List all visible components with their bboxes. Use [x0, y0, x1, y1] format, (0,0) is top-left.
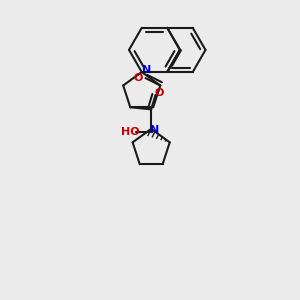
Text: O: O — [134, 73, 143, 83]
Text: HO: HO — [122, 127, 140, 137]
Text: N: N — [142, 64, 151, 75]
Text: N: N — [151, 125, 160, 135]
Text: O: O — [154, 88, 164, 98]
